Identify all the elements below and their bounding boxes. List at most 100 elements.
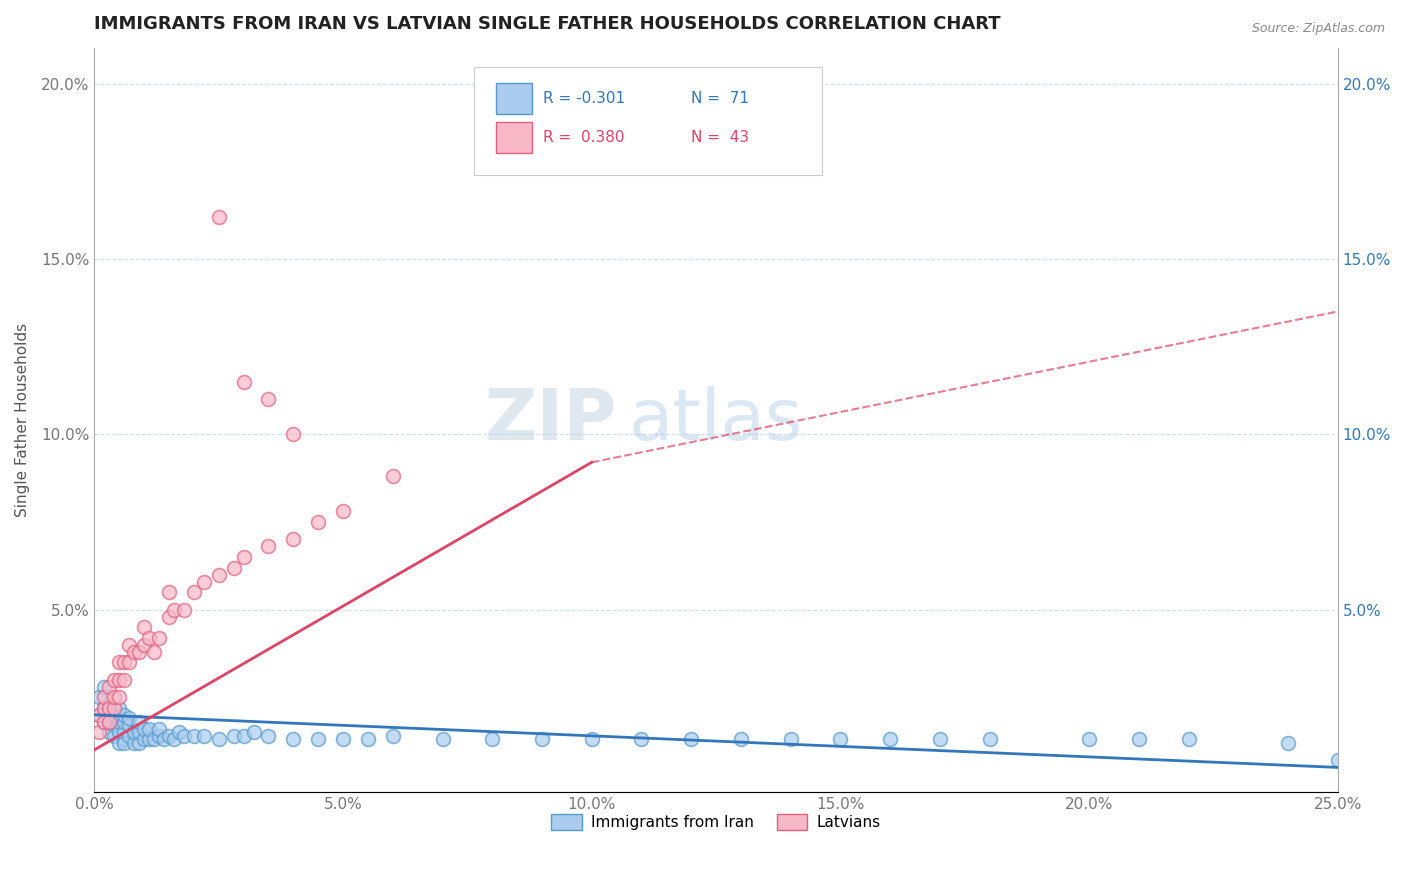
Point [779, 732, 801, 747]
Point [122, 645, 145, 659]
Point [381, 729, 404, 743]
Text: R =  0.380: R = 0.380 [543, 130, 624, 145]
Point [93, 714, 115, 729]
Point [481, 732, 503, 747]
Point [122, 736, 145, 750]
Point [122, 725, 145, 739]
Point [830, 732, 852, 747]
Point [232, 375, 254, 389]
Point [89, 690, 111, 705]
Point [242, 725, 264, 739]
Point [89, 707, 111, 722]
Point [112, 707, 135, 722]
Point [98, 714, 121, 729]
Point [879, 732, 901, 747]
Point [307, 515, 329, 529]
Point [108, 714, 131, 729]
Point [530, 732, 553, 747]
Point [148, 722, 170, 736]
Point [103, 700, 125, 714]
Point [128, 725, 150, 739]
Point [157, 585, 180, 599]
Point [93, 680, 115, 694]
Point [381, 469, 404, 483]
Point [132, 732, 155, 747]
Point [98, 700, 121, 714]
Point [357, 732, 380, 747]
Point [143, 645, 166, 659]
Y-axis label: Single Father Households: Single Father Households [15, 323, 30, 517]
Point [118, 638, 141, 652]
Point [108, 725, 131, 739]
Point [332, 504, 354, 518]
Point [222, 560, 245, 574]
Point [173, 602, 195, 616]
Point [118, 711, 141, 725]
Point [132, 722, 155, 736]
Point [138, 631, 160, 645]
Point [93, 690, 115, 705]
Point [112, 732, 135, 747]
Point [112, 655, 135, 669]
Point [1277, 736, 1299, 750]
Point [979, 732, 1001, 747]
Point [103, 714, 125, 729]
Point [93, 700, 115, 714]
Point [183, 729, 205, 743]
Point [98, 700, 121, 714]
Point [112, 725, 135, 739]
Point [257, 540, 280, 554]
Point [128, 736, 150, 750]
Point [283, 732, 305, 747]
Point [108, 690, 131, 705]
Point [108, 736, 131, 750]
Point [98, 714, 121, 729]
Point [167, 725, 190, 739]
Point [128, 645, 150, 659]
Text: N =  43: N = 43 [692, 130, 749, 145]
Text: IMMIGRANTS FROM IRAN VS LATVIAN SINGLE FATHER HOUSEHOLDS CORRELATION CHART: IMMIGRANTS FROM IRAN VS LATVIAN SINGLE F… [94, 15, 1001, 33]
Point [143, 732, 166, 747]
Point [112, 714, 135, 729]
Point [112, 736, 135, 750]
Point [157, 729, 180, 743]
Point [630, 732, 652, 747]
Point [103, 707, 125, 722]
FancyBboxPatch shape [474, 67, 821, 175]
Legend: Immigrants from Iran, Latvians: Immigrants from Iran, Latvians [546, 808, 887, 837]
Point [928, 732, 950, 747]
Point [283, 427, 305, 442]
Point [103, 729, 125, 743]
Point [118, 729, 141, 743]
Point [193, 574, 215, 589]
Point [163, 732, 186, 747]
Point [208, 732, 231, 747]
Point [118, 718, 141, 732]
Point [132, 638, 155, 652]
Point [93, 714, 115, 729]
FancyBboxPatch shape [496, 83, 531, 114]
Text: R = -0.301: R = -0.301 [543, 91, 626, 106]
Text: Source: ZipAtlas.com: Source: ZipAtlas.com [1251, 22, 1385, 36]
Point [103, 673, 125, 687]
Point [98, 680, 121, 694]
Point [148, 631, 170, 645]
Point [332, 732, 354, 747]
Point [98, 707, 121, 722]
Point [257, 729, 280, 743]
Point [1078, 732, 1101, 747]
Point [103, 718, 125, 732]
Point [132, 620, 155, 634]
Point [208, 210, 231, 224]
Point [730, 732, 752, 747]
Text: N =  71: N = 71 [692, 91, 749, 106]
Point [93, 700, 115, 714]
Text: atlas: atlas [628, 385, 803, 455]
Point [1326, 753, 1348, 767]
Point [138, 722, 160, 736]
Point [173, 729, 195, 743]
Point [89, 707, 111, 722]
Point [157, 609, 180, 624]
Point [112, 673, 135, 687]
Point [283, 533, 305, 547]
